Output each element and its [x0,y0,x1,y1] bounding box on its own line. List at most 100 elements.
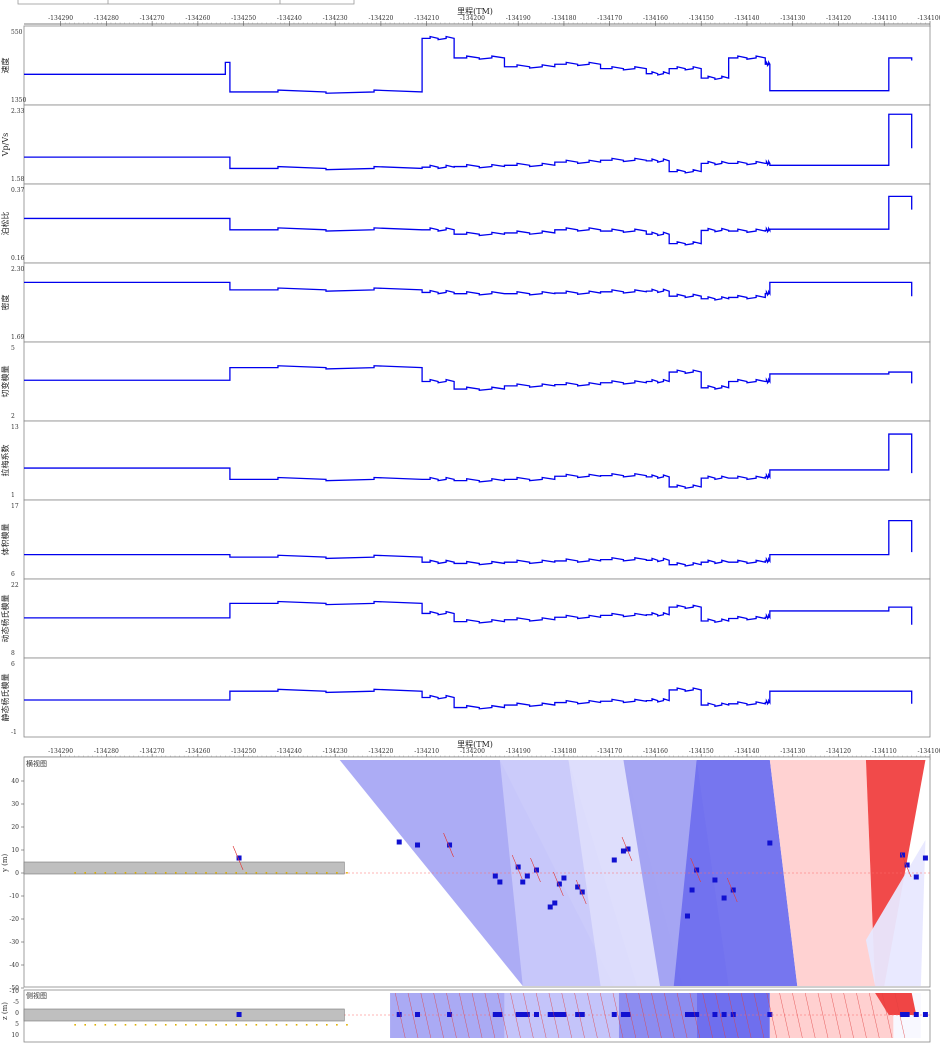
event-marker [520,879,526,885]
panel-series-line [24,281,913,301]
event-marker [684,913,690,919]
event-marker [904,862,910,868]
profile-sensor-dot [185,1024,187,1026]
panel-ymax: 22 [11,582,19,589]
panel-ymin: -1 [11,729,17,736]
profile-sensor-dot [285,1024,288,1026]
profile-event-marker [620,1012,626,1017]
event-marker [447,842,453,848]
panel-ylabel: 拉梅系数 [0,445,10,477]
axis-tick-label: -134160 [643,748,668,755]
axis-tick-label: -134100 [918,748,940,755]
profile-sensor-dot [275,1024,278,1026]
profile-sensor-dot [245,1024,248,1026]
panel-series-line [24,433,913,489]
profile-event-marker [767,1012,773,1017]
axis-tick-label: -134160 [643,15,668,22]
profile-event-marker [900,1012,906,1017]
profile-fracture-line [881,992,893,1039]
panel-ylabel: 速度 [0,58,10,74]
profile-fracture-line [894,992,906,1039]
profile-sensor-dot [175,1024,177,1026]
profile-fracture-line [407,992,419,1039]
axis-tick-label: -134150 [689,15,714,22]
event-marker [611,857,617,863]
profile-fracture-line [830,992,842,1039]
profile-fracture-line [625,992,637,1039]
axis-tick-label: -134200 [460,748,485,755]
tunnel-box [23,861,345,875]
panel-ymin: 2 [11,413,15,420]
axis-tick-label: -134150 [689,748,714,755]
panel-series-line [24,687,913,710]
axis-tick-label: -134130 [780,748,805,755]
profile-fracture-line [510,992,521,1039]
sensor-dot [124,872,127,874]
sensor-dot [94,872,97,874]
axis-tick-label: -134180 [551,748,576,755]
panel-series-line [24,600,913,625]
axis-tick-label: -134210 [414,15,439,22]
profile-fracture-line [676,992,688,1039]
top-distance-axis: 里程(TM) -134290 -134280 -134270 -134260 -1342… [24,7,940,27]
profile-ytick-label: -5 [13,999,19,1006]
profile-sensor-dot [124,1024,127,1026]
fracture-line [232,845,244,871]
profile-sensor-dot [164,1024,167,1026]
profile-event-marker [497,1012,503,1017]
event-marker [625,846,631,852]
profile-region [769,993,894,1038]
sensor-dot [205,872,207,874]
axis-tick-label: -134260 [185,748,210,755]
plan-ytick-label: -10 [9,893,19,900]
panel-ymax: 0.37 [11,187,25,194]
axis-tick-label: -134280 [94,15,119,22]
profile-fracture-line [612,992,624,1039]
axis-tick-label: -134170 [597,15,622,22]
profile-fracture-line [561,992,572,1039]
sensor-dot [175,872,177,874]
sensor-dot [326,872,328,874]
sensor-dot [154,872,157,874]
plan-ytick-label: -20 [9,916,19,923]
axis-tick-label: -134180 [551,15,576,22]
panel-ymin: 1 [11,492,15,499]
profile-fracture-line [535,992,547,1039]
profile-event-marker [575,1012,581,1017]
profile-sensor-dot [74,1024,76,1026]
panel-5: 切变模量 5 2 [0,341,931,422]
axis-tick-label: -134120 [826,15,851,22]
sensor-dot [275,872,278,874]
event-marker [515,864,521,870]
axis-tick-label: -134110 [872,15,897,22]
profile-event-marker [913,1012,919,1017]
panel-ymax: 17 [11,503,19,510]
axis-tick-label: -134210 [414,748,439,755]
panel-series-line [24,195,913,246]
profile-sensor-dot [134,1024,137,1026]
event-marker [552,900,558,906]
axis-tick-label: -134140 [735,748,760,755]
plan-ytick-label: 10 [11,847,19,854]
plan-region [865,840,926,986]
profile-region [618,993,697,1038]
fracture-line [530,857,541,883]
fracture-line [900,852,912,878]
panel-frame [23,262,931,343]
profile-event-marker [922,1012,928,1017]
profile-fracture-line [484,992,496,1039]
top-axis-title: 里程(TM) [457,7,493,16]
profile-sensor-dot [305,1024,308,1026]
sensor-dot [346,872,348,874]
axis-tick-label: -134260 [185,15,210,22]
panel-4: 密度 2.30 1.69 [0,262,931,343]
event-marker [556,881,562,887]
profile-event-marker [520,1012,526,1017]
panel-frame [23,420,931,501]
plan-ytick-label: -30 [9,939,19,946]
profile-fracture-line [843,992,854,1039]
plan-ytick-label: -40 [9,962,19,969]
profile-sensor-dot [195,1024,197,1026]
profile-event-marker [694,1012,700,1017]
